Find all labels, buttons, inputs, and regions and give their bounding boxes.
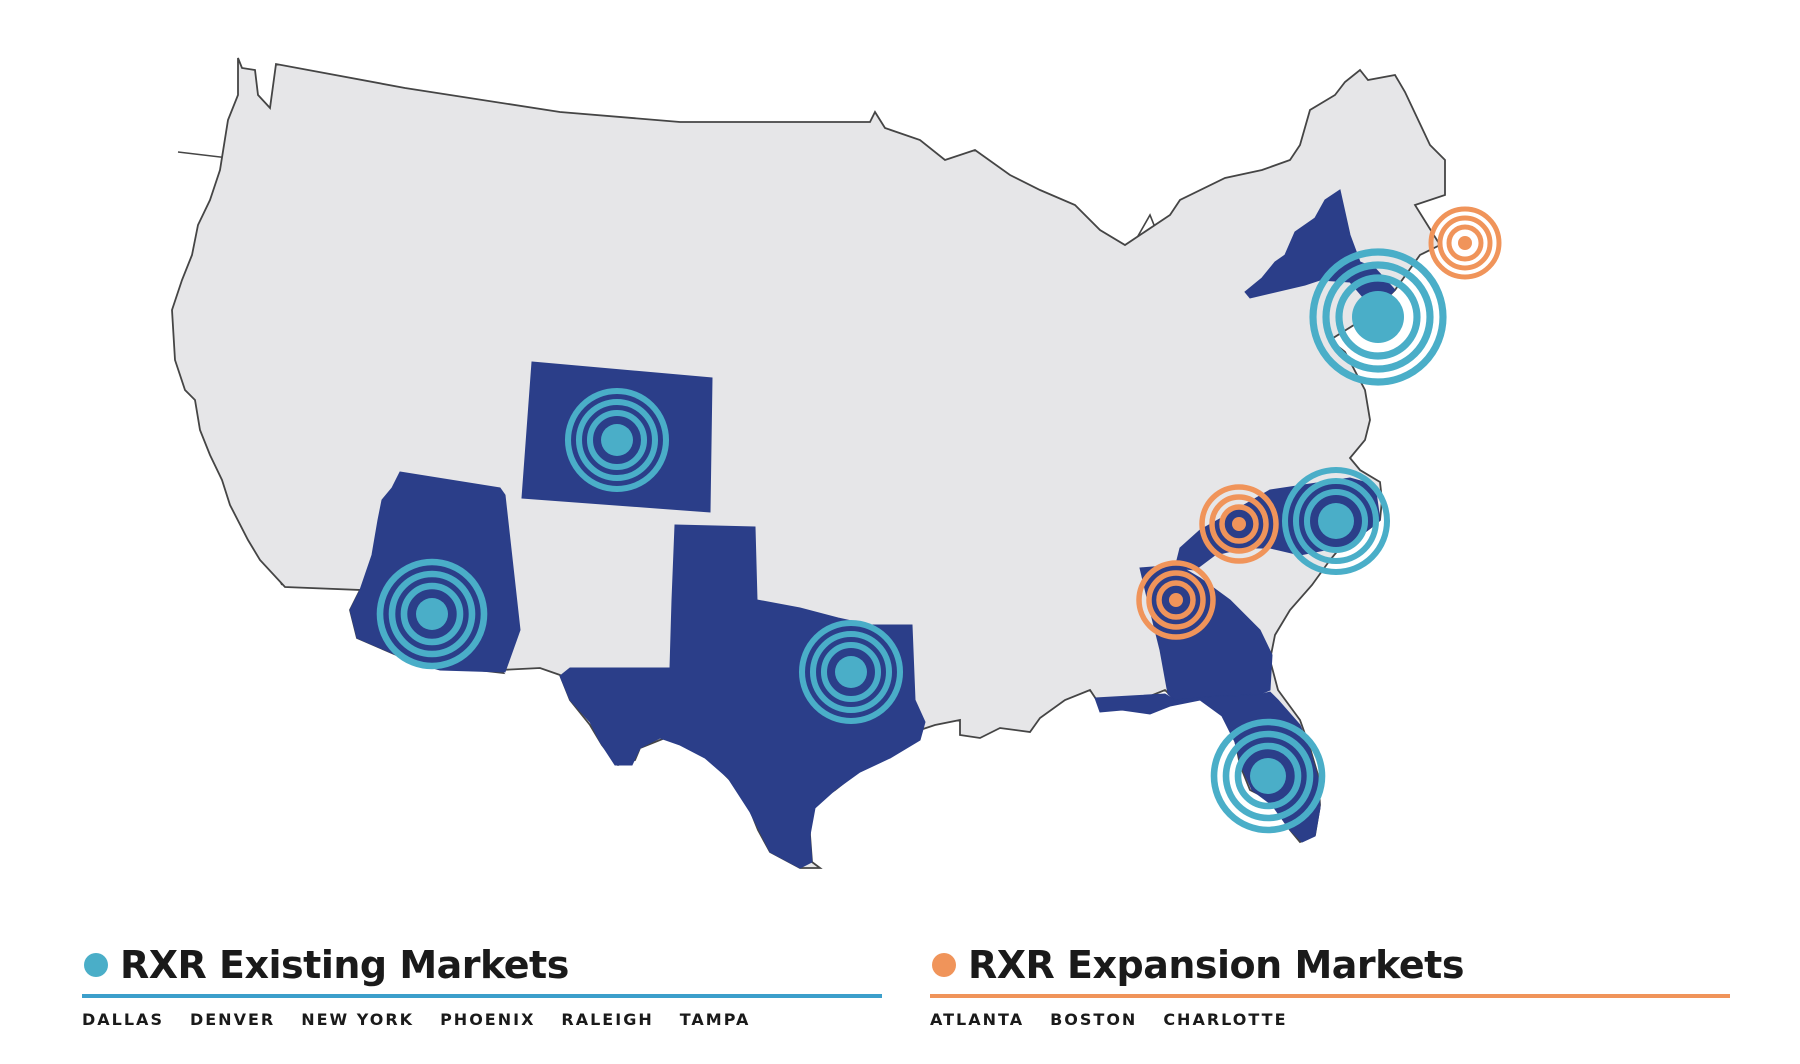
- marker-new-york-ring: [1309, 248, 1447, 386]
- existing-dot-icon: [84, 953, 108, 977]
- marker-tampa-ring: [1234, 742, 1302, 810]
- existing-markets-title: RXR Existing Markets: [120, 943, 569, 987]
- marker-tampa-ring: [1222, 730, 1314, 822]
- city-dallas: DALLAS: [82, 1010, 164, 1029]
- city-raleigh: RALEIGH: [561, 1010, 654, 1029]
- marker-phoenix-ring: [388, 570, 476, 658]
- marker-new-york-ring: [1322, 261, 1434, 373]
- marker-denver-ring: [575, 398, 659, 482]
- marker-tampa-ring: [1210, 718, 1326, 834]
- expansion-markets-legend: RXR Expansion Markets ATLANTA BOSTON CHA…: [930, 940, 1730, 1029]
- marker-raleigh-ring: [1292, 477, 1380, 565]
- marker-new-york-center: [1352, 291, 1404, 343]
- marker-boston-center: [1458, 236, 1472, 250]
- expansion-dot-icon: [932, 953, 956, 977]
- marker-phoenix-ring: [376, 558, 488, 670]
- marker-dallas-ring: [820, 641, 882, 703]
- expansion-markets-heading: RXR Expansion Markets: [930, 940, 1730, 990]
- city-tampa: TAMPA: [679, 1010, 751, 1029]
- expansion-markets-title: RXR Expansion Markets: [968, 943, 1464, 987]
- marker-atlanta-ring: [1146, 570, 1206, 630]
- marker-boston-ring: [1437, 215, 1493, 271]
- marker-denver: [564, 387, 670, 493]
- us-map: [171, 57, 1502, 869]
- marker-dallas-ring: [809, 630, 893, 714]
- marker-atlanta-ring: [1136, 560, 1216, 640]
- marker-dallas-center: [835, 656, 867, 688]
- state-florida: [1094, 691, 1321, 843]
- marker-phoenix-ring: [400, 582, 464, 646]
- marker-denver-center: [601, 424, 633, 456]
- marker-atlanta: [1136, 560, 1216, 640]
- city-denver: DENVER: [189, 1010, 276, 1029]
- marker-phoenix-center: [416, 598, 448, 630]
- marker-boston: [1428, 206, 1502, 280]
- marker-atlanta-ring: [1156, 580, 1196, 620]
- city-boston: BOSTON: [1050, 1010, 1138, 1029]
- city-charlotte: CHARLOTTE: [1163, 1010, 1288, 1029]
- marker-charlotte: [1199, 484, 1279, 564]
- marker-dallas-ring: [798, 619, 904, 725]
- marker-charlotte-center: [1232, 517, 1246, 531]
- city-atlanta: ATLANTA: [930, 1010, 1025, 1029]
- marker-denver-ring: [564, 387, 670, 493]
- marker-charlotte-ring: [1219, 504, 1259, 544]
- existing-markets-heading: RXR Existing Markets: [82, 940, 882, 990]
- marker-denver-ring: [586, 409, 648, 471]
- marker-raleigh: [1281, 466, 1391, 576]
- marker-phoenix: [376, 558, 488, 670]
- marker-raleigh-ring: [1303, 488, 1369, 554]
- expansion-markets-rule: [930, 994, 1730, 998]
- existing-markets-rule: [82, 994, 882, 998]
- marker-new-york-ring: [1335, 274, 1421, 360]
- expansion-markets-list: ATLANTA BOSTON CHARLOTTE: [930, 1010, 1730, 1029]
- marker-boston-ring: [1428, 206, 1502, 280]
- market-markers: [376, 206, 1502, 834]
- marker-charlotte-ring: [1199, 484, 1279, 564]
- marker-tampa-center: [1250, 758, 1286, 794]
- marker-tampa: [1210, 718, 1326, 834]
- state-new-york: [1244, 189, 1396, 309]
- city-new-york: NEW YORK: [301, 1010, 415, 1029]
- marker-raleigh-ring: [1281, 466, 1391, 576]
- city-phoenix: PHOENIX: [440, 1010, 536, 1029]
- existing-markets-legend: RXR Existing Markets DALLAS DENVER NEW Y…: [82, 940, 882, 1029]
- marker-atlanta-center: [1169, 593, 1183, 607]
- marker-dallas: [798, 619, 904, 725]
- state-texas: [559, 524, 926, 869]
- marker-boston-ring: [1446, 224, 1484, 262]
- marker-raleigh-center: [1318, 503, 1354, 539]
- marker-new-york: [1309, 248, 1447, 386]
- marker-charlotte-ring: [1209, 494, 1269, 554]
- existing-markets-list: DALLAS DENVER NEW YORK PHOENIX RALEIGH T…: [82, 1010, 882, 1029]
